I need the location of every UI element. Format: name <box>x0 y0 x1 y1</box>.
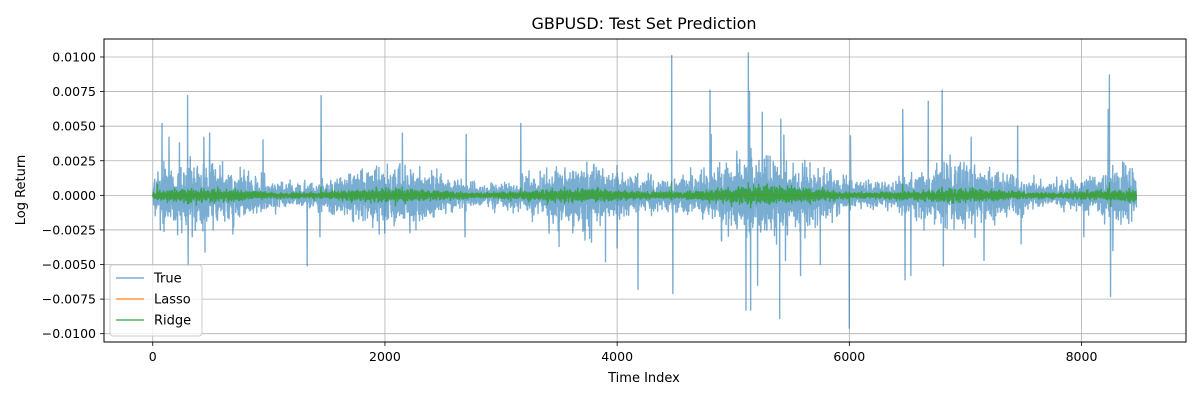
legend-box <box>109 264 203 337</box>
x-tick-label: 0 <box>149 349 157 364</box>
x-axis-label: Time Index <box>607 371 680 386</box>
legend: True Lasso Ridge <box>109 264 203 337</box>
y-tick-label: 0.0000 <box>52 188 96 203</box>
y-axis: −0.0100 −0.0075 −0.0050 −0.0025 0.0000 0.0025… <box>42 49 104 341</box>
y-tick-label: 0.0050 <box>52 119 96 134</box>
legend-label-true: True <box>153 272 182 287</box>
x-tick-label: 8000 <box>1066 349 1098 364</box>
x-axis: 0 2000 4000 6000 8000 <box>149 342 1098 364</box>
y-tick-label: −0.0025 <box>42 222 96 237</box>
y-axis-label: Log Return <box>14 155 29 226</box>
series-line-ridge <box>152 180 1138 209</box>
y-tick-label: 0.0100 <box>52 49 96 64</box>
x-tick-label: 4000 <box>601 349 633 364</box>
x-tick-label: 6000 <box>833 349 865 364</box>
legend-label-ridge: Ridge <box>154 314 191 329</box>
series-layer <box>152 52 1138 329</box>
y-tick-label: 0.0075 <box>52 84 96 99</box>
y-tick-label: −0.0100 <box>42 326 96 341</box>
plot-frame <box>103 38 1187 343</box>
series-line-true <box>152 52 1138 329</box>
y-tick-label: −0.0075 <box>42 292 96 307</box>
y-tick-label: −0.0050 <box>42 257 96 272</box>
y-tick-label: 0.0025 <box>52 153 96 168</box>
chart-title: GBPUSD: Test Set Prediction <box>531 14 756 33</box>
legend-label-lasso: Lasso <box>154 293 191 308</box>
x-tick-label: 2000 <box>369 349 401 364</box>
